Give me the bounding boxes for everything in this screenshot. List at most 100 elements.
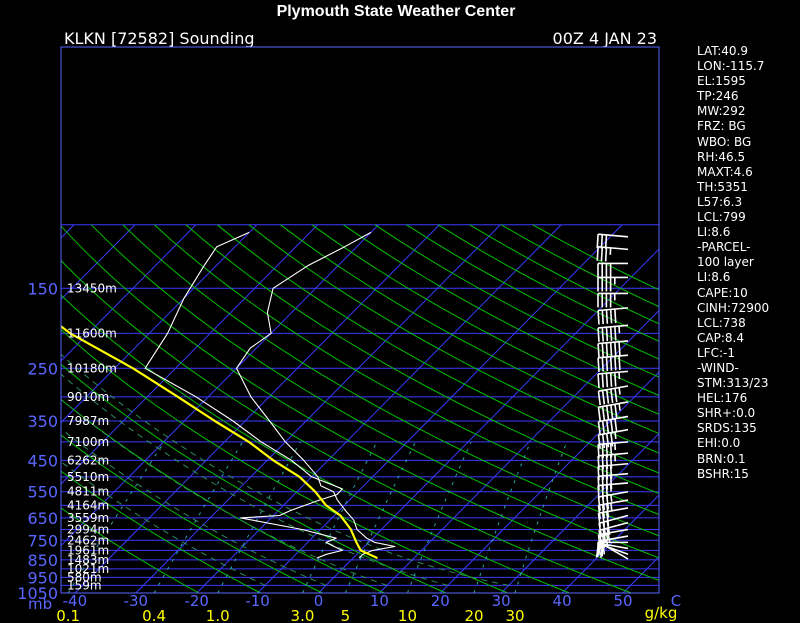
wind-barb-flag xyxy=(601,504,606,519)
pressure-tick-label: 650 xyxy=(27,509,58,528)
mixing-ratio-tick-label: 1.0 xyxy=(206,607,230,623)
wind-barb-staff xyxy=(598,415,629,423)
wind-barb-flag xyxy=(597,534,601,549)
moist-adiabat--10 xyxy=(61,461,266,586)
height-label: 10180m xyxy=(67,361,117,375)
wind-barb-staff xyxy=(598,354,629,359)
wind-barb-flag xyxy=(600,234,604,249)
mixing-ratio-0.1 xyxy=(67,441,165,593)
wind-barb-flag xyxy=(609,326,613,341)
wind-barb-flag xyxy=(602,529,607,544)
mixing-ratio-tick-label: 30 xyxy=(505,607,524,623)
temperature-tick-label: 10 xyxy=(370,592,389,610)
wind-barb xyxy=(597,415,629,436)
height-label: 7987m xyxy=(67,414,109,428)
wind-barb xyxy=(597,401,629,422)
dry-adiabat-260 xyxy=(61,470,261,593)
wind-barb xyxy=(596,245,629,262)
wind-barb-flag xyxy=(614,388,618,403)
wind-barb-flag xyxy=(597,444,600,459)
temperature-tick-label: -40 xyxy=(63,592,88,610)
grid-layer xyxy=(61,224,659,593)
stat-line: LCL:799 xyxy=(697,210,746,225)
stat-line: LCL:738 xyxy=(697,315,746,330)
stat-line: LAT:40.9 xyxy=(697,44,749,58)
stat-line: SRDS:135 xyxy=(697,421,757,436)
mixing-ratio-0.4 xyxy=(153,441,244,593)
wind-barb-flag xyxy=(597,327,600,342)
wind-barb-flag xyxy=(601,420,606,435)
stat-line: L57:6.3 xyxy=(697,194,743,209)
wind-barb-flag xyxy=(605,503,610,518)
height-label: 6262m xyxy=(67,453,109,467)
height-label: 1483m xyxy=(67,553,109,567)
temperature-profile xyxy=(235,231,396,559)
stat-line: TP:246 xyxy=(697,89,739,104)
wind-barb xyxy=(597,324,629,342)
wind-barb-flag xyxy=(618,355,621,371)
pressure-tick-label: 350 xyxy=(27,412,58,431)
temperature-tick-label: 20 xyxy=(431,592,450,610)
height-label: 2994m xyxy=(67,523,109,537)
dry-adiabat-370 xyxy=(185,224,659,495)
wind-barb-flag xyxy=(598,530,603,545)
wind-barb-flag xyxy=(605,373,609,388)
dry-adiabat-270 xyxy=(61,434,323,593)
sounding-indices-panel: LAT:40.9 LON:-115.7 EL:1595 TP:246 MW:292 FRZ… xyxy=(697,44,800,482)
isotherm--30 xyxy=(135,224,501,593)
wind-barb-half-flag xyxy=(610,502,613,511)
isotherm--20 xyxy=(196,224,562,593)
height-label: 11600m xyxy=(67,326,117,340)
wind-barb-flag xyxy=(605,342,609,357)
stat-line: LI:8.6 xyxy=(697,270,731,285)
isotherm-0 xyxy=(318,248,659,593)
temperature-tick-label: -30 xyxy=(124,592,149,610)
wind-barb-flag xyxy=(609,356,613,371)
wind-barb-flag xyxy=(618,341,621,356)
wind-barb-flag xyxy=(605,433,610,448)
isotherm-10 xyxy=(379,309,659,593)
dry-adiabat-290 xyxy=(61,363,447,593)
chart-title: Plymouth State Weather Center xyxy=(277,3,516,20)
mixing-ratio-tick-label: 10 xyxy=(398,607,417,623)
temperature-tick-label: 0 xyxy=(314,592,324,610)
sounding-time: 00Z 4 JAN 23 xyxy=(553,29,657,48)
wind-barb xyxy=(597,262,628,278)
wind-barb-flag xyxy=(609,443,613,458)
mixing-ratio-1 xyxy=(217,441,301,593)
wind-barb-flag xyxy=(597,505,601,520)
height-label: 3559m xyxy=(67,511,109,525)
wind-barb-flag xyxy=(614,308,617,324)
wind-barb xyxy=(597,292,628,308)
mixing-ratio-30 xyxy=(514,441,568,593)
wind-barb-flag xyxy=(597,373,600,388)
temperature-tick-label: 50 xyxy=(613,592,632,610)
dry-adiabat-330 xyxy=(61,225,659,581)
temperature-tick-label: -10 xyxy=(245,592,270,610)
mixing-ratio-10 xyxy=(407,441,472,593)
mixing-ratio-3 xyxy=(302,441,378,593)
wind-barb-flag xyxy=(597,434,601,449)
wind-barb-flag xyxy=(609,309,613,324)
wind-barb-flag xyxy=(601,343,604,358)
height-label: 5510m xyxy=(67,470,109,484)
stat-line: 100 layer xyxy=(697,255,754,270)
stat-line: MW:292 xyxy=(697,104,746,119)
moist-adiabat-10 xyxy=(61,398,388,586)
wind-barb-flag xyxy=(609,372,613,387)
height-label: 9010m xyxy=(67,390,109,404)
wind-barb-half-flag xyxy=(614,431,617,439)
stat-line: EHI:0.0 xyxy=(697,436,741,451)
height-label: 159m xyxy=(67,578,102,592)
isotherm--70 xyxy=(61,224,258,424)
mixing-ratio-tick-label: 0.4 xyxy=(142,607,166,623)
wind-barb-flag xyxy=(605,357,609,372)
series-layer xyxy=(61,231,396,560)
wind-barb xyxy=(597,354,629,372)
wind-barb-staff xyxy=(598,340,629,345)
stat-line: SHR+:0.0 xyxy=(697,406,756,421)
height-label: 1961m xyxy=(67,543,109,557)
dry-adiabat-360 xyxy=(154,224,659,516)
stat-line: LFC:-1 xyxy=(697,345,735,360)
